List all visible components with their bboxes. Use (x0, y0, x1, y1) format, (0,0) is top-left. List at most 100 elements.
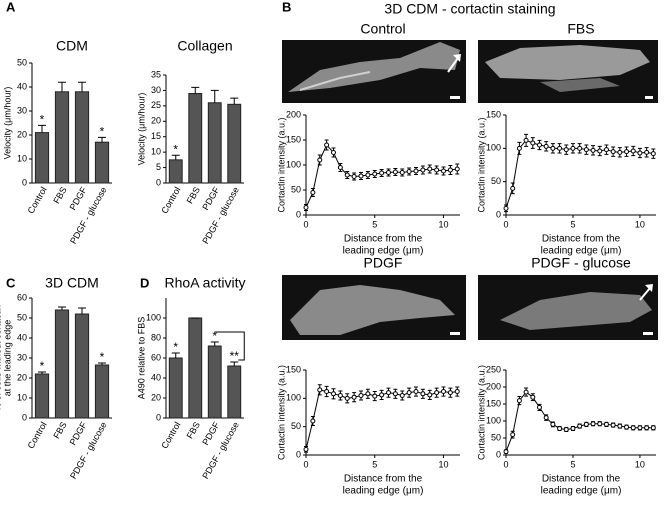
x-tick-label: PDGF (68, 185, 89, 212)
x-tick-label: PDGF (68, 420, 89, 447)
y-tick-label: 0 (22, 177, 27, 187)
x-tick-label: 0 (303, 459, 308, 469)
marker (536, 404, 542, 410)
y-tick-label: 0 (496, 209, 501, 219)
marker (379, 392, 385, 398)
y-tick-label: 150 (286, 364, 301, 374)
y-tick-label: 40 (151, 372, 161, 382)
marker (516, 398, 522, 404)
y-tick-label: 100 (486, 415, 501, 425)
marker (447, 390, 453, 396)
y-tick-label: 250 (486, 364, 501, 374)
bar (188, 317, 203, 419)
chart-title: 3D CDM (45, 275, 99, 291)
marker (365, 172, 371, 178)
marker (523, 389, 529, 395)
marker (617, 423, 623, 429)
marker (324, 142, 330, 148)
x-tick-label: 10 (635, 459, 645, 469)
y-tick-label: 0 (296, 449, 301, 459)
marker (610, 422, 616, 428)
significance: * (100, 125, 105, 139)
marker (644, 149, 650, 155)
marker (365, 391, 371, 397)
error-bar (78, 81, 86, 92)
y-tick-label: 50 (491, 432, 501, 442)
marker (590, 147, 596, 153)
y-tick-label: 30 (17, 352, 27, 362)
x-tick-label: Control (159, 420, 182, 450)
error-bar (98, 136, 106, 143)
y-tick-label: 50 (291, 184, 301, 194)
x-axis-label: leading edge (μm) (343, 486, 424, 497)
marker (536, 142, 542, 148)
marker (358, 173, 364, 179)
marker (344, 395, 350, 401)
y-tick-label: 35 (151, 69, 161, 79)
marker (434, 167, 440, 173)
x-tick-label: 10 (438, 219, 448, 229)
x-tick-label: PDGF - glucose (200, 185, 241, 245)
y-tick-label: 200 (486, 381, 501, 391)
marker (550, 145, 556, 151)
y-tick-label: 50 (17, 57, 27, 67)
significance: ** (230, 349, 240, 363)
x-tick-label: 5 (570, 459, 575, 469)
error-bar (171, 154, 180, 160)
marker (530, 140, 536, 146)
x-tick-label: 5 (372, 219, 377, 229)
marker (447, 167, 453, 173)
error-bar (58, 306, 66, 310)
marker (399, 170, 405, 175)
x-axis-label: leading edge (μm) (541, 486, 622, 497)
marker (503, 449, 509, 455)
micrograph (282, 275, 466, 340)
x-tick-label: 0 (303, 219, 308, 229)
error-bar (210, 341, 219, 346)
marker (379, 170, 385, 176)
marker (617, 149, 623, 155)
marker (413, 168, 419, 174)
marker (372, 171, 378, 177)
micrograph (478, 40, 658, 103)
marker (331, 150, 336, 155)
bar (74, 313, 90, 419)
chart-title: Control (360, 21, 405, 37)
marker (563, 147, 569, 153)
x-tick-label: Control (159, 185, 182, 215)
marker (344, 172, 350, 178)
x-tick-label: FBS (185, 185, 202, 205)
marker (650, 151, 656, 157)
y-tick-label: 80 (151, 332, 161, 342)
x-tick-label: FBS (51, 420, 68, 440)
marker (597, 148, 603, 154)
marker (337, 393, 343, 398)
y-axis-label: % of cells without cortactin (0, 305, 2, 411)
chart-title: PDGF - glucose (531, 255, 631, 271)
marker (310, 190, 316, 195)
marker (543, 415, 549, 421)
marker (324, 389, 330, 395)
marker (557, 425, 563, 431)
x-axis-label: leading edge (μm) (343, 246, 424, 257)
marker (650, 425, 656, 431)
y-tick-label: 200 (286, 109, 301, 119)
marker (516, 145, 522, 151)
bar (227, 365, 242, 419)
y-tick-label: 60 (17, 292, 27, 302)
y-tick-label: 60 (151, 352, 161, 362)
chart-title: CDM (56, 38, 88, 54)
x-axis-label: Distance from the (542, 474, 621, 485)
y-axis-label: Cortactin intensity (a.u.) (476, 117, 486, 212)
marker (303, 205, 309, 210)
marker (577, 145, 583, 151)
error-bar (230, 97, 239, 105)
micrograph (478, 275, 658, 340)
micrograph (282, 40, 466, 103)
y-tick-label: 30 (17, 105, 27, 115)
error-bar (191, 86, 200, 94)
y-tick-label: 0 (156, 177, 161, 187)
y-tick-label: 100 (286, 393, 301, 403)
marker (406, 390, 412, 396)
series-line (505, 391, 654, 452)
